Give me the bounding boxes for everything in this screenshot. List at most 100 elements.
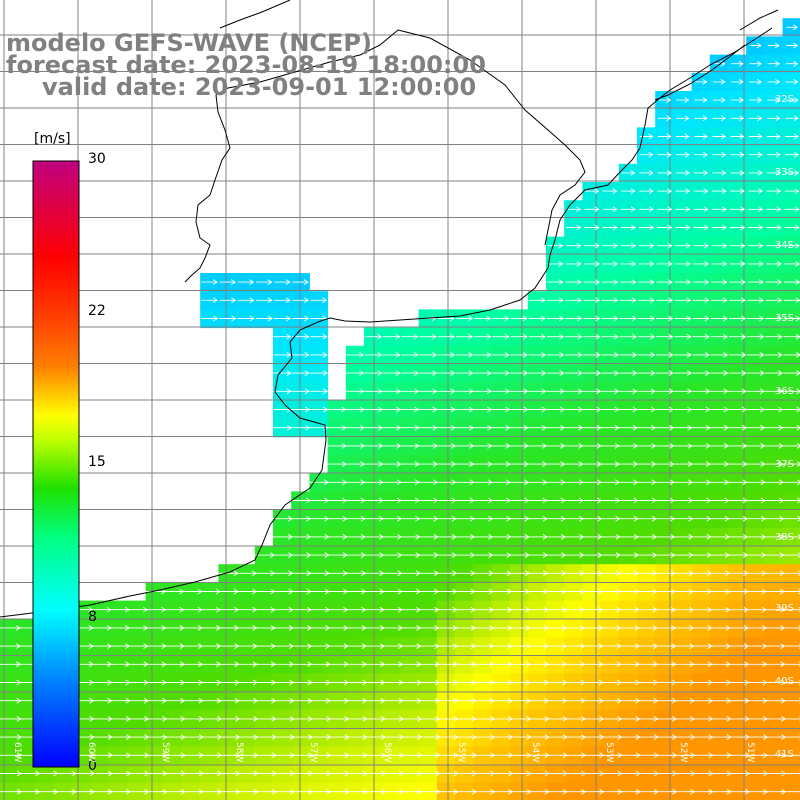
wind-arrow: [546, 333, 565, 340]
wind-arrow: [510, 333, 528, 340]
lat-label: 38S: [774, 532, 794, 543]
wind-arrow: [345, 424, 365, 431]
wind-arrow: [455, 333, 474, 340]
lat-label: 32S: [774, 94, 794, 105]
wind-arrow: [527, 424, 547, 431]
wind-arrow: [564, 388, 583, 395]
wind-arrow: [291, 370, 310, 376]
wind-arrow: [456, 315, 474, 322]
wind-arrow: [547, 297, 564, 304]
wind-arrow: [237, 279, 255, 285]
wind-arrow: [584, 242, 600, 249]
wind-arrow: [419, 370, 438, 376]
wind-arrow: [639, 206, 655, 213]
wind-arrow: [602, 224, 618, 231]
wind-arrow: [582, 406, 602, 413]
lon-label: 55W: [456, 742, 466, 763]
lon-label: 57W: [308, 742, 318, 763]
wind-arrow: [382, 388, 401, 395]
wind-arrow: [618, 424, 638, 431]
wind-arrow: [310, 333, 328, 340]
wind-arrow: [637, 424, 657, 431]
wind-arrow: [473, 370, 492, 376]
wind-arrow: [291, 424, 311, 431]
wind-arrow: [620, 261, 637, 267]
wind-arrow: [657, 170, 672, 176]
wind-arrow: [583, 279, 601, 285]
wind-arrow: [364, 352, 383, 358]
lon-label: 60W: [86, 742, 96, 763]
valid-date: valid date: 2023-09-01 12:00:00: [42, 73, 477, 101]
wind-arrow: [255, 315, 273, 322]
wind-arrow: [638, 261, 655, 267]
wind-arrow: [583, 352, 601, 358]
wind-arrow: [237, 315, 255, 322]
wind-arrow-field: [0, 24, 800, 795]
wind-arrow: [619, 388, 638, 395]
wind-arrow: [310, 352, 328, 358]
wind-arrow: [657, 188, 673, 194]
wind-arrow: [491, 370, 510, 376]
wind-arrow: [346, 388, 365, 395]
wind-arrow: [364, 406, 383, 413]
wind-arrow: [273, 388, 292, 395]
wind-arrow: [201, 315, 219, 322]
wind-arrow: [474, 315, 492, 322]
wind-arrow: [273, 424, 293, 431]
wind-arrow: [382, 370, 401, 376]
lon-label: 56W: [382, 742, 392, 763]
wind-arrow: [583, 333, 601, 340]
wind-arrow: [658, 115, 672, 122]
wind-arrow: [546, 370, 565, 376]
lon-label: 52W: [678, 742, 688, 763]
lat-label: 40S: [774, 676, 794, 687]
wind-arrow: [638, 242, 655, 249]
wind-arrow: [491, 406, 511, 413]
wind-arrow: [602, 242, 618, 249]
wind-arrow: [619, 370, 638, 376]
wind-arrow: [509, 388, 529, 395]
wind-arrow: [528, 297, 546, 304]
wind-arrow: [400, 424, 420, 431]
wind-arrow: [637, 333, 656, 340]
wind-arrow: [418, 406, 438, 413]
wind-arrow: [492, 315, 510, 322]
wind-arrow: [601, 333, 619, 340]
wind-arrow: [619, 333, 637, 340]
wind-arrow: [618, 406, 638, 413]
wind-arrow: [201, 297, 219, 304]
lat-label: 39S: [774, 603, 794, 614]
wind-arrow: [620, 224, 636, 231]
lat-label: 36S: [774, 386, 794, 397]
wind-arrow: [638, 279, 655, 285]
wind-arrow: [528, 352, 547, 358]
wind-arrow: [364, 388, 383, 395]
wind-arrow: [492, 352, 510, 358]
wind-arrow: [547, 242, 564, 249]
wind-arrow: [657, 206, 673, 213]
wind-arrow: [364, 370, 383, 376]
lat-label: 33S: [774, 167, 794, 178]
lat-label: 37S: [774, 459, 794, 470]
wind-arrow: [455, 388, 474, 395]
wind-arrow: [455, 352, 474, 358]
wind-arrow: [565, 261, 582, 267]
wind-arrow: [346, 352, 365, 358]
wind-arrow: [274, 297, 291, 304]
wind-arrow: [219, 315, 237, 322]
wind-arrow: [219, 279, 237, 285]
wind-arrow: [309, 406, 329, 413]
wind-arrow: [637, 370, 656, 376]
lat-label: 35S: [774, 313, 794, 324]
wind-arrow: [601, 279, 619, 285]
wind-arrow: [219, 297, 237, 304]
lat-label: 41S: [774, 749, 794, 760]
wind-arrow: [437, 388, 456, 395]
wind-arrow: [637, 352, 656, 358]
lat-label: 34S: [774, 240, 794, 251]
wind-arrow: [473, 352, 492, 358]
wind-arrow: [620, 206, 636, 213]
wind-arrow: [437, 370, 456, 376]
wind-arrow: [583, 315, 601, 322]
